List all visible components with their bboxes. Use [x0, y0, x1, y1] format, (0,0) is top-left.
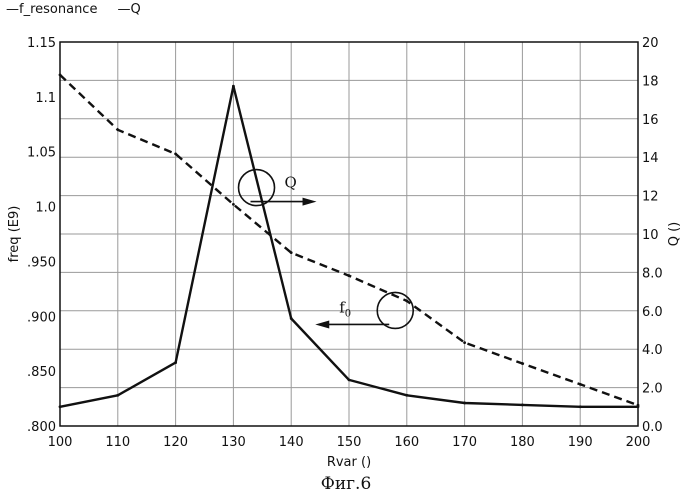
resonance-chart: 100 110 120 130 140 150 160 170 180 190 200.800.85… [7, 36, 682, 470]
data-point-q [289, 317, 293, 320]
data-point-f-resonance [405, 299, 409, 303]
y-right-tick-label: 2.0 [642, 382, 663, 397]
data-point-f-resonance [463, 341, 466, 345]
data-point-f-resonance [347, 274, 351, 278]
data-point-f-resonance [232, 202, 235, 206]
y-right-tick-label: 4.0 [642, 343, 663, 358]
y-right-tick-label: 6.0 [642, 305, 663, 320]
x-tick-label: 190 [568, 435, 593, 450]
figure-caption: Фиг.6 [320, 474, 372, 494]
data-point-f-resonance [289, 251, 293, 255]
y-left-tick-label: .950 [27, 255, 56, 270]
y-right-tick-label: 8.0 [642, 266, 663, 281]
x-tick-label: 150 [337, 435, 362, 450]
y-right-tick-label: 0.0 [642, 420, 663, 435]
annotation-label-f0: f0 [339, 298, 351, 319]
x-tick-label: 100 [48, 435, 73, 450]
y-right-tick-label: 10 [642, 228, 659, 243]
legend-label: f_resonance [19, 2, 98, 17]
data-point-q [58, 405, 62, 409]
x-tick-label: 200 [626, 435, 651, 450]
data-point-q [116, 393, 120, 397]
chart-legend: —f_resonance —Q [6, 2, 161, 17]
annotation-circle [376, 291, 415, 330]
x-tick-label: 170 [452, 435, 477, 450]
y-left-tick-label: 1.0 [35, 201, 56, 216]
y-left-tick-label: 1.15 [27, 36, 56, 51]
legend-item-q: —Q [117, 2, 141, 17]
x-axis-title: Rvar () [327, 455, 371, 470]
y-right-tick-label: 14 [642, 151, 659, 166]
y-right-tick-label: 20 [642, 36, 659, 51]
y-left-axis-title: freq (E9) [7, 206, 22, 263]
annotation-label-q: Q [285, 174, 297, 192]
y-right-tick-label: 12 [642, 190, 659, 205]
data-point-q [463, 401, 466, 405]
data-point-q [232, 84, 235, 88]
y-left-tick-label: 1.1 [35, 91, 56, 106]
data-point-f-resonance [174, 152, 178, 156]
y-left-tick-label: .850 [27, 365, 56, 380]
data-point-f-resonance [58, 73, 62, 77]
data-point-q [521, 403, 524, 407]
data-point-q [405, 393, 409, 397]
data-point-f-resonance [578, 382, 582, 386]
data-point-q [578, 405, 582, 409]
data-point-q [174, 361, 178, 365]
data-point-f-resonance [521, 362, 524, 365]
y-right-tick-label: 16 [642, 113, 659, 128]
y-left-tick-label: .900 [27, 310, 56, 325]
data-point-q [636, 405, 640, 409]
x-tick-label: 180 [510, 435, 535, 450]
x-tick-label: 140 [279, 435, 304, 450]
annotation-arrow-head [302, 197, 317, 206]
y-right-axis-title: Q () [667, 222, 682, 247]
legend-label: Q [130, 2, 141, 17]
y-left-tick-label: 1.05 [27, 146, 56, 161]
annotation-arrow-head [315, 320, 330, 329]
legend-item-f-resonance: —f_resonance [6, 2, 98, 17]
annotation-circle [237, 168, 276, 207]
y-right-tick-label: 18 [642, 74, 659, 89]
x-tick-label: 160 [394, 435, 419, 450]
y-left-tick-label: .800 [27, 420, 56, 435]
x-tick-label: 130 [221, 435, 246, 450]
plot-frame [59, 41, 639, 427]
x-tick-label: 120 [163, 435, 188, 450]
annotation-subscript: 0 [345, 308, 351, 319]
data-point-q [347, 378, 351, 382]
x-tick-label: 110 [105, 435, 130, 450]
data-point-f-resonance [116, 128, 120, 132]
